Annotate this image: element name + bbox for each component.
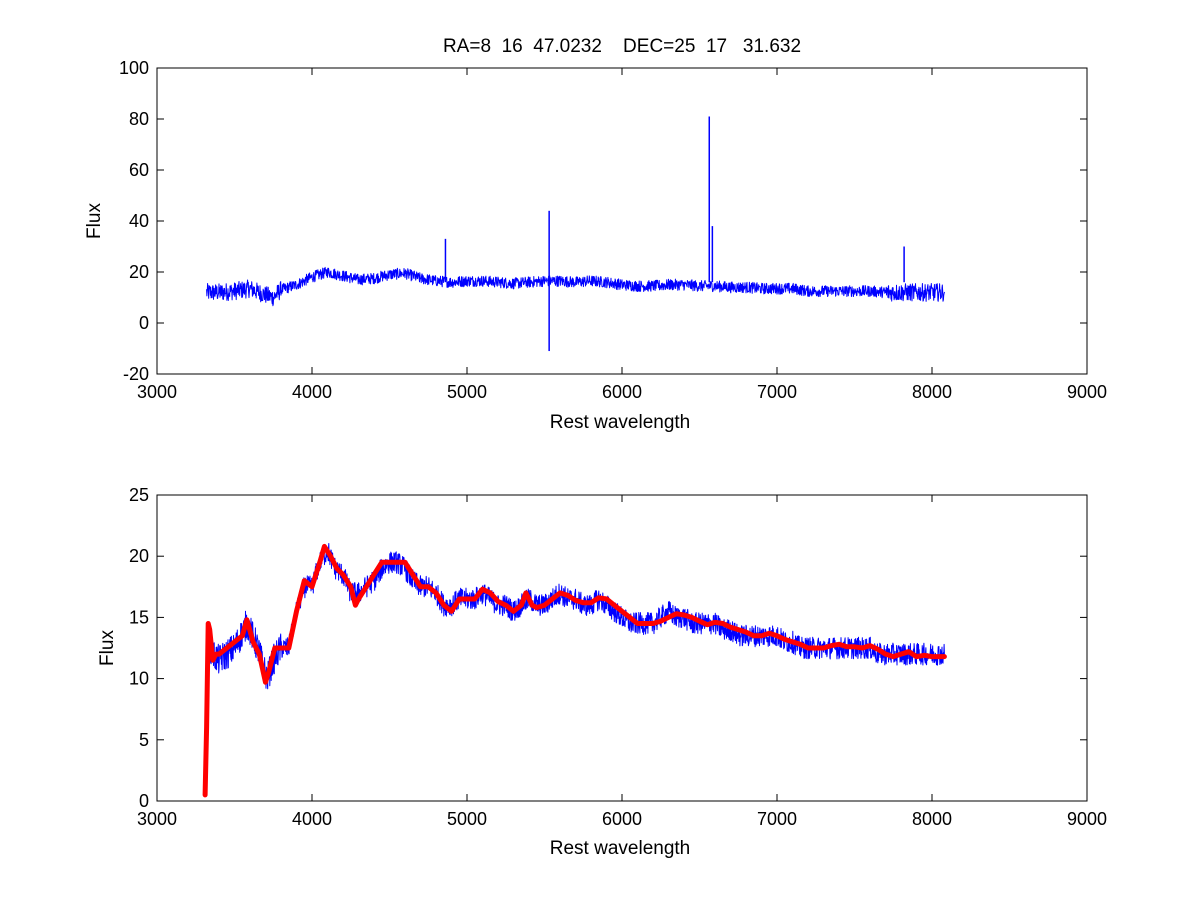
bottom-x-tick-label: 5000: [447, 809, 487, 829]
top-x-tick-label: 9000: [1067, 382, 1107, 402]
bottom-series-fit-line: [202, 543, 947, 798]
top-x-tick-label: 5000: [447, 382, 487, 402]
spectrum-panel-top: 3000 4000 5000 6000 7000 8000 9000 -20 0 20 40 60 80…: [84, 58, 1107, 433]
bottom-x-axis-label: Rest wavelength: [550, 838, 690, 859]
bottom-x-tick-label: 3000: [137, 809, 177, 829]
bottom-y-axis-label: Flux: [97, 630, 118, 666]
top-x-tick-label: 7000: [757, 382, 797, 402]
top-axes: 3000 4000 5000 6000 7000 8000 9000 -20 0 20 40 60 80…: [119, 58, 1107, 402]
top-y-tick-label: 100: [119, 58, 149, 78]
bottom-plot-area: [202, 543, 947, 798]
top-y-tick-label: 20: [129, 262, 149, 282]
bottom-x-tick-label: 7000: [757, 809, 797, 829]
top-x-tick-label: 3000: [137, 382, 177, 402]
top-y-tick-label: 60: [129, 160, 149, 180]
bottom-y-tick-label: 0: [139, 791, 149, 811]
bottom-x-tick-label: 6000: [602, 809, 642, 829]
bottom-y-tick-label: 15: [129, 607, 149, 627]
figure-title: RA=8 16 47.0232 DEC=25 17 31.632: [443, 36, 801, 57]
top-series-spectrum-line: [206, 266, 945, 307]
bottom-axes: 3000 4000 5000 6000 7000 8000 9000 0 5 10 15 20 25: [129, 485, 1107, 829]
top-y-tick-label: 0: [139, 313, 149, 333]
bottom-x-tick-label: 4000: [292, 809, 332, 829]
top-x-axis-label: Rest wavelength: [550, 412, 690, 433]
top-x-tick-label: 4000: [292, 382, 332, 402]
spectrum-panel-bottom: 3000 4000 5000 6000 7000 8000 9000 0 5 10 15 20 25 R…: [97, 485, 1107, 859]
top-x-tick-label: 8000: [912, 382, 952, 402]
top-y-axis-label: Flux: [84, 203, 105, 239]
top-y-tick-label: 40: [129, 211, 149, 231]
top-x-tick-label: 6000: [602, 382, 642, 402]
bottom-y-tick-label: 20: [129, 546, 149, 566]
bottom-y-tick-label: 5: [139, 730, 149, 750]
top-y-tick-label: -20: [123, 364, 149, 384]
bottom-y-tick-label: 25: [129, 485, 149, 505]
top-y-tick-label: 80: [129, 109, 149, 129]
top-plot-area: [206, 116, 945, 352]
bottom-x-tick-label: 9000: [1067, 809, 1107, 829]
bottom-y-tick-label: 10: [129, 669, 149, 689]
bottom-x-tick-label: 8000: [912, 809, 952, 829]
